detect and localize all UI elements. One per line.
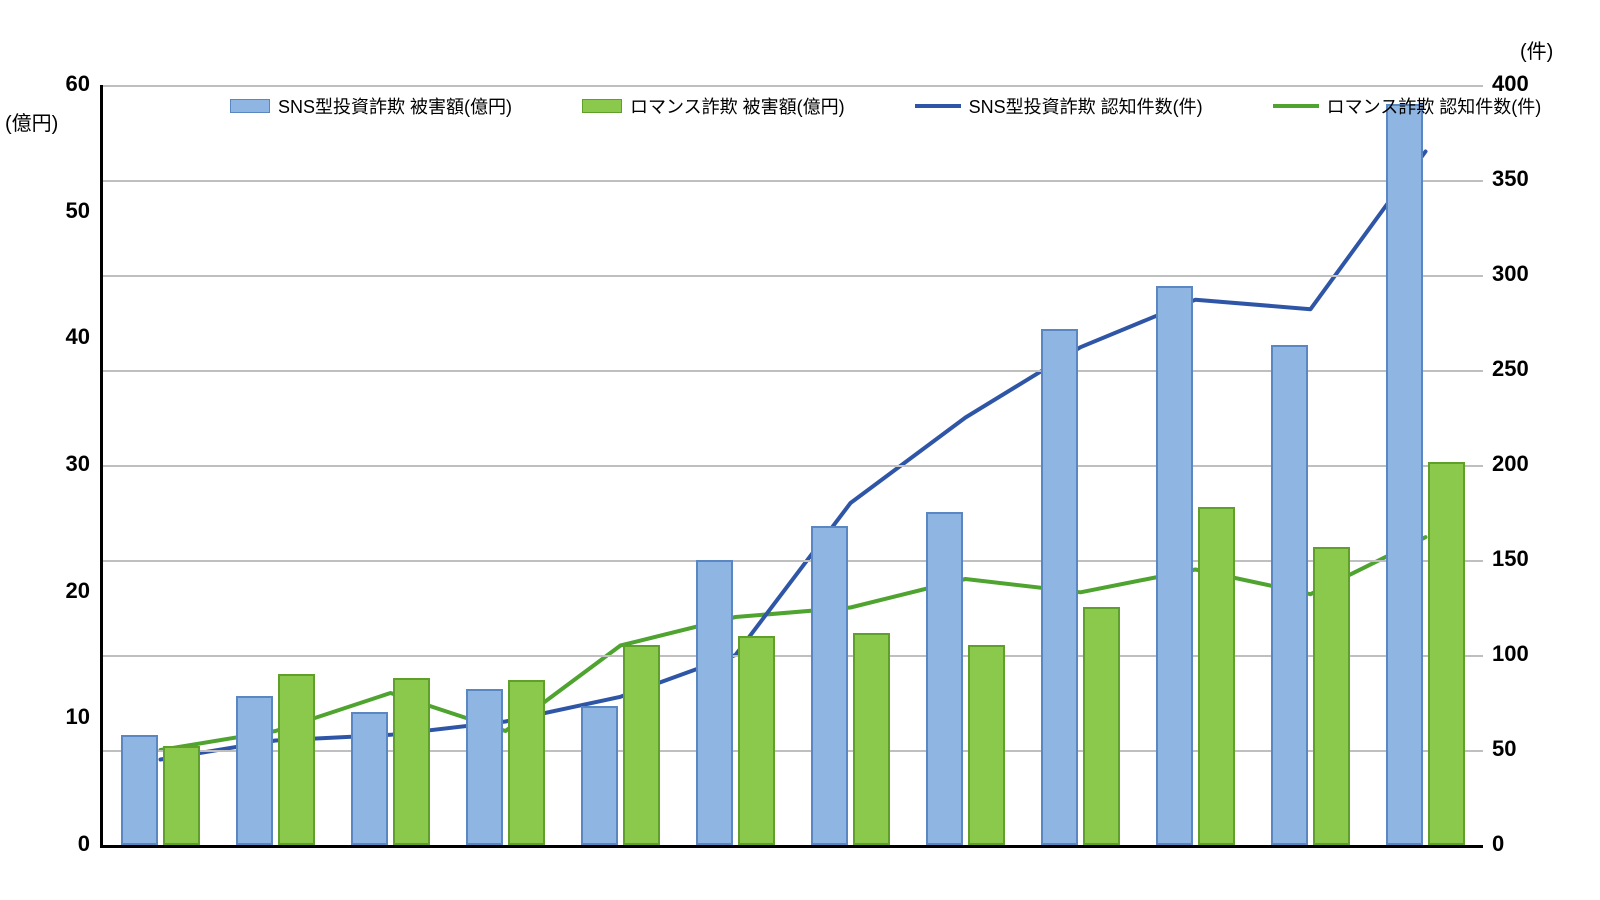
bar-sns-investment — [466, 689, 503, 845]
ytick-right: 0 — [1492, 831, 1504, 857]
ytick-left: 50 — [40, 198, 90, 224]
plot-area — [100, 85, 1483, 848]
bar-sns-investment — [121, 735, 158, 845]
ytick-right: 300 — [1492, 261, 1529, 287]
legend: SNS型投資詐欺 被害額(億円) ロマンス詐欺 被害額(億円) SNS型投資詐欺 認… — [230, 93, 1541, 119]
legend-item: SNS型投資詐欺 被害額(億円) — [230, 93, 512, 119]
bar-romance — [163, 746, 200, 845]
bar-romance — [508, 680, 545, 845]
ytick-left: 20 — [40, 578, 90, 604]
legend-swatch-bar — [582, 99, 622, 113]
bar-sns-investment — [926, 512, 963, 845]
ytick-right: 200 — [1492, 451, 1529, 477]
ytick-right: 100 — [1492, 641, 1529, 667]
line-sns-cases — [161, 152, 1426, 760]
ytick-right: 150 — [1492, 546, 1529, 572]
right-axis-unit-label: (件) — [1520, 35, 1553, 64]
gridline — [103, 85, 1483, 87]
legend-swatch-line — [915, 104, 961, 108]
legend-label: SNS型投資詐欺 被害額(億円) — [278, 93, 512, 119]
ytick-left: 60 — [40, 71, 90, 97]
ytick-right: 250 — [1492, 356, 1529, 382]
bar-romance — [1083, 607, 1120, 845]
bar-sns-investment — [236, 696, 273, 845]
bar-romance — [1198, 507, 1235, 845]
legend-label: SNS型投資詐欺 認知件数(件) — [969, 93, 1203, 119]
ytick-left: 0 — [40, 831, 90, 857]
bar-romance — [853, 633, 890, 845]
bar-romance — [1428, 462, 1465, 845]
legend-swatch-bar — [230, 99, 270, 113]
ytick-right: 350 — [1492, 166, 1529, 192]
gridline — [103, 275, 1483, 277]
bar-sns-investment — [581, 706, 618, 845]
legend-swatch-line — [1273, 104, 1319, 108]
fraud-combo-chart: (億円) (件) SNS型投資詐欺 被害額(億円)ロマンス詐欺 被害額(億円)S… — [0, 0, 1600, 900]
ytick-right: 50 — [1492, 736, 1516, 762]
bar-romance — [623, 645, 660, 845]
ytick-left: 40 — [40, 324, 90, 350]
bar-sns-investment — [1386, 104, 1423, 845]
bar-sns-investment — [696, 560, 733, 845]
bar-romance — [278, 674, 315, 845]
ytick-left: 10 — [40, 704, 90, 730]
legend-item: SNS型投資詐欺 認知件数(件) — [915, 93, 1203, 119]
bar-romance — [1313, 547, 1350, 845]
legend-label: ロマンス詐欺 被害額(億円) — [630, 93, 845, 119]
bar-sns-investment — [1156, 286, 1193, 845]
bar-sns-investment — [351, 712, 388, 845]
ytick-left: 30 — [40, 451, 90, 477]
bar-sns-investment — [1041, 329, 1078, 845]
left-axis-unit-label: (億円) — [5, 107, 58, 136]
bar-romance — [968, 645, 1005, 845]
bar-sns-investment — [811, 526, 848, 845]
legend-item: ロマンス詐欺 被害額(億円) — [582, 93, 845, 119]
ytick-right: 400 — [1492, 71, 1529, 97]
gridline — [103, 180, 1483, 182]
line-romance-cases — [161, 537, 1426, 750]
bar-sns-investment — [1271, 345, 1308, 845]
bar-romance — [393, 678, 430, 845]
bar-romance — [738, 636, 775, 845]
